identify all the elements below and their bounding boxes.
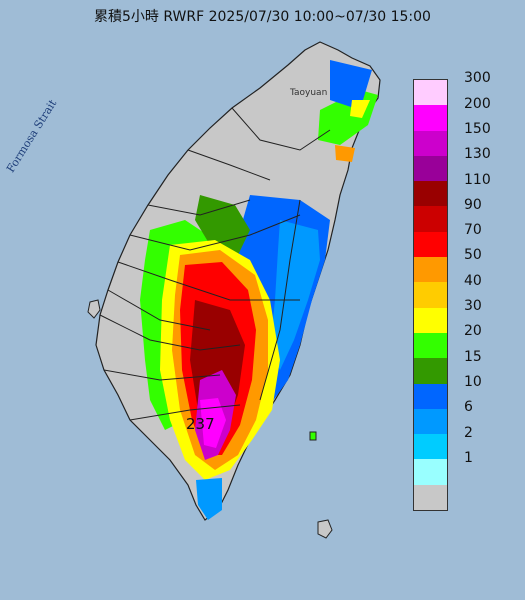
rain-band-ne-yellow xyxy=(350,100,370,118)
legend-swatch xyxy=(414,231,447,258)
legend-swatch xyxy=(414,459,447,485)
legend-label: 6 xyxy=(464,399,473,416)
legend-labels: 300 200 150 130 110 90 70 50 40 30 20 15 10 6 2 1 xyxy=(452,70,522,484)
legend-label: 2 xyxy=(464,424,473,441)
map-title: 累積5小時 RWRF 2025/07/30 10:00~07/30 15:00 xyxy=(94,9,431,25)
legend-label: 90 xyxy=(464,196,482,213)
city-label: Taoyuan xyxy=(290,88,328,98)
legend-label: 130 xyxy=(464,146,491,163)
legend-swatch xyxy=(414,105,447,131)
rain-band-lightblue xyxy=(270,220,320,370)
legend-label: 300 xyxy=(464,70,491,87)
legend-swatch xyxy=(414,257,447,283)
legend-label: 15 xyxy=(464,348,482,365)
rain-band-ne-blue xyxy=(330,60,372,110)
orchid-island xyxy=(317,519,333,539)
legend-label: 10 xyxy=(464,373,482,390)
green-island xyxy=(309,431,317,441)
legend-label: 150 xyxy=(464,121,491,137)
legend-color-bar xyxy=(413,79,448,512)
legend-swatch xyxy=(414,358,447,384)
rain-band-magenta xyxy=(200,398,226,448)
rain-band-south-blue xyxy=(196,478,222,520)
legend-swatch xyxy=(414,282,447,308)
legend-label: 20 xyxy=(464,323,482,340)
legend-swatch xyxy=(414,130,447,156)
legend-swatch xyxy=(414,155,447,182)
legend-label: 200 xyxy=(464,95,491,112)
legend-label: 70 xyxy=(464,222,482,239)
legend-swatch xyxy=(414,383,447,409)
legend-swatch xyxy=(414,181,447,207)
penghu-island xyxy=(87,299,101,319)
legend-label: 110 xyxy=(464,171,491,188)
legend-swatch xyxy=(414,434,447,460)
legend-label: 1 xyxy=(464,449,473,466)
legend-label: 40 xyxy=(464,272,482,289)
county-borders xyxy=(99,107,331,421)
legend-swatch xyxy=(414,332,447,359)
legend-swatch xyxy=(414,408,447,435)
legend-label: 50 xyxy=(464,247,482,264)
legend-swatch xyxy=(414,206,447,232)
rain-band-dkgreen xyxy=(195,195,250,255)
legend-swatch xyxy=(414,307,447,333)
legend-swatch xyxy=(414,80,447,106)
rain-band-ne-orange xyxy=(335,145,355,162)
legend-swatch xyxy=(414,484,447,511)
max-value-label: 237 xyxy=(186,415,215,433)
legend-label: 30 xyxy=(464,298,482,315)
